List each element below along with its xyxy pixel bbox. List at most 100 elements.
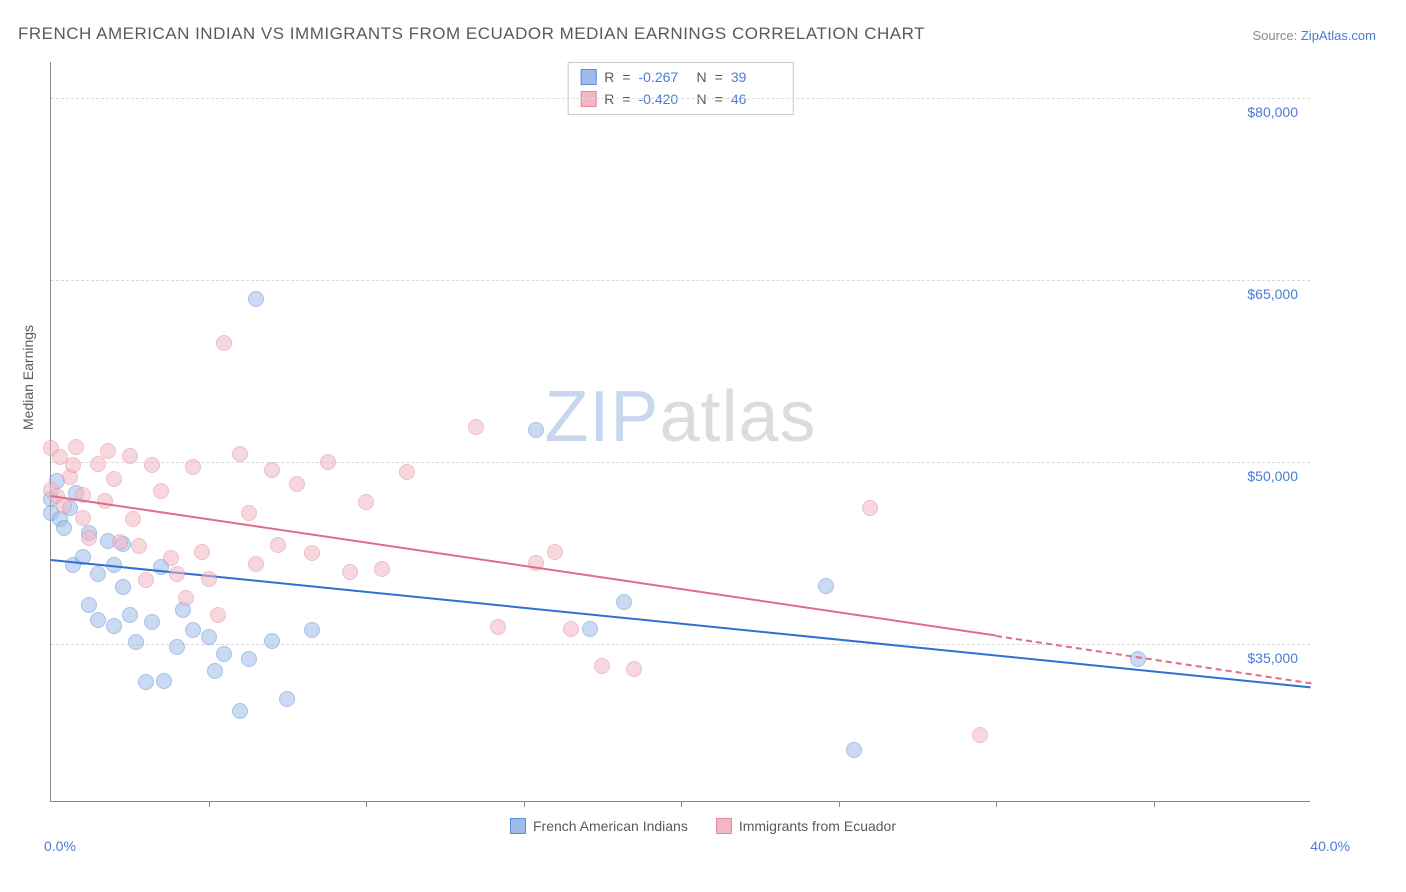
data-point-ecuador — [248, 556, 264, 572]
data-point-ecuador — [144, 457, 160, 473]
eq: = — [715, 69, 723, 85]
data-point-french — [279, 691, 295, 707]
data-point-ecuador — [65, 457, 81, 473]
data-point-ecuador — [232, 446, 248, 462]
watermark-bold: ZIP — [544, 377, 659, 457]
data-point-french — [248, 291, 264, 307]
data-point-ecuador — [270, 537, 286, 553]
source-attribution: Source: ZipAtlas.com — [1252, 28, 1376, 43]
data-point-french — [232, 703, 248, 719]
gridline — [51, 462, 1310, 463]
n-value-french: 39 — [731, 69, 781, 85]
data-point-french — [582, 621, 598, 637]
data-point-ecuador — [264, 462, 280, 478]
data-point-french — [128, 634, 144, 650]
x-tick — [839, 801, 840, 807]
y-tick-label: $35,000 — [1247, 650, 1298, 666]
data-point-french — [138, 674, 154, 690]
data-point-ecuador — [374, 561, 390, 577]
legend-label-ecuador: Immigrants from Ecuador — [739, 818, 896, 834]
data-point-ecuador — [194, 544, 210, 560]
data-point-ecuador — [125, 511, 141, 527]
data-point-ecuador — [289, 476, 305, 492]
data-point-french — [106, 618, 122, 634]
data-point-french — [156, 673, 172, 689]
data-point-ecuador — [563, 621, 579, 637]
data-point-ecuador — [358, 494, 374, 510]
data-point-ecuador — [304, 545, 320, 561]
stats-row: R = -0.267 N = 39 — [580, 66, 781, 88]
data-point-ecuador — [972, 727, 988, 743]
x-tick — [996, 801, 997, 807]
data-point-french — [264, 633, 280, 649]
chart-title: FRENCH AMERICAN INDIAN VS IMMIGRANTS FRO… — [18, 24, 925, 44]
data-point-french — [115, 579, 131, 595]
data-point-french — [304, 622, 320, 638]
data-point-ecuador — [216, 335, 232, 351]
y-tick-label: $65,000 — [1247, 286, 1298, 302]
r-value-french: -0.267 — [639, 69, 689, 85]
data-point-ecuador — [56, 498, 72, 514]
x-tick — [366, 801, 367, 807]
swatch-french — [580, 69, 596, 85]
data-point-ecuador — [399, 464, 415, 480]
data-point-french — [144, 614, 160, 630]
data-point-ecuador — [131, 538, 147, 554]
gridline — [51, 644, 1310, 645]
r-label: R — [604, 69, 614, 85]
data-point-french — [90, 612, 106, 628]
data-point-ecuador — [490, 619, 506, 635]
data-point-french — [169, 639, 185, 655]
y-axis-label: Median Earnings — [20, 325, 36, 430]
x-max-label: 40.0% — [1310, 838, 1350, 854]
legend-item-french: French American Indians — [510, 818, 688, 834]
data-point-ecuador — [320, 454, 336, 470]
trend-line-french — [51, 559, 1311, 688]
data-point-ecuador — [241, 505, 257, 521]
swatch-ecuador — [716, 818, 732, 834]
y-tick-label: $80,000 — [1247, 104, 1298, 120]
data-point-ecuador — [862, 500, 878, 516]
data-point-french — [81, 597, 97, 613]
data-point-ecuador — [210, 607, 226, 623]
data-point-french — [122, 607, 138, 623]
data-point-french — [818, 578, 834, 594]
legend-label-french: French American Indians — [533, 818, 688, 834]
gridline — [51, 280, 1310, 281]
data-point-ecuador — [626, 661, 642, 677]
x-tick — [524, 801, 525, 807]
data-point-ecuador — [81, 530, 97, 546]
legend-item-ecuador: Immigrants from Ecuador — [716, 818, 896, 834]
data-point-ecuador — [163, 550, 179, 566]
data-point-ecuador — [112, 534, 128, 550]
data-point-ecuador — [594, 658, 610, 674]
source-link[interactable]: ZipAtlas.com — [1301, 28, 1376, 43]
watermark: ZIPatlas — [544, 376, 816, 458]
x-tick — [209, 801, 210, 807]
data-point-ecuador — [201, 571, 217, 587]
data-point-ecuador — [106, 471, 122, 487]
data-point-french — [56, 520, 72, 536]
data-point-ecuador — [547, 544, 563, 560]
gridline — [51, 98, 1310, 99]
data-point-ecuador — [342, 564, 358, 580]
data-point-ecuador — [185, 459, 201, 475]
data-point-french — [846, 742, 862, 758]
data-point-ecuador — [122, 448, 138, 464]
correlation-stats-box: R = -0.267 N = 39 R = -0.420 N = 46 — [567, 62, 794, 115]
watermark-light: atlas — [659, 377, 816, 457]
data-point-french — [241, 651, 257, 667]
data-point-ecuador — [178, 590, 194, 606]
data-point-ecuador — [138, 572, 154, 588]
data-point-ecuador — [153, 483, 169, 499]
data-point-french — [616, 594, 632, 610]
data-point-french — [90, 566, 106, 582]
source-prefix: Source: — [1252, 28, 1300, 43]
x-tick — [681, 801, 682, 807]
plot-area: ZIPatlas R = -0.267 N = 39 R = -0.420 N … — [50, 62, 1310, 802]
data-point-ecuador — [75, 510, 91, 526]
trend-line-ecuador — [51, 495, 996, 636]
n-label: N — [697, 69, 707, 85]
eq: = — [622, 69, 630, 85]
data-point-french — [201, 629, 217, 645]
